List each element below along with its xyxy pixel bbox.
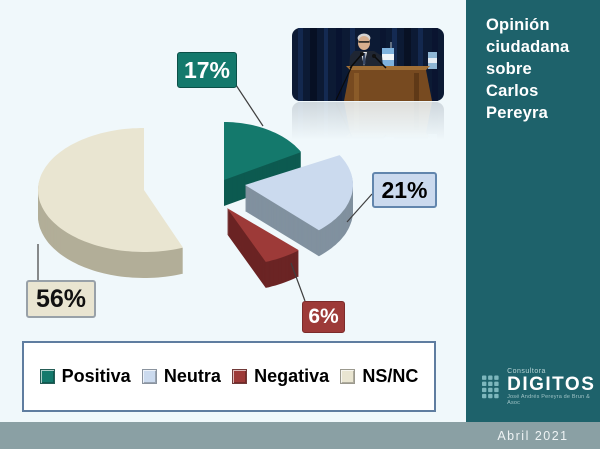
pie-slice-nsnc (38, 128, 183, 278)
callout-negativa-value: 6% (302, 301, 345, 333)
chart-title: Opinión ciudadana sobre Carlos Pereyra (486, 16, 570, 122)
digitos-logo: Consultora DIGITOS José Andrés Pereyra d… (482, 368, 600, 406)
logo-tagline: José Andrés Pereyra de Brun & Asoc (507, 394, 590, 406)
legend-swatch-neutra (141, 369, 157, 384)
leader-line-neutra (346, 193, 373, 223)
footer-strip: Abril 2021 (0, 422, 600, 449)
legend-item-neutra: Neutra (141, 366, 221, 387)
legend-label-negativa: Negativa (254, 366, 330, 386)
legend-item-positiva: Positiva (39, 366, 131, 387)
legend-item-nsnc: NS/NC (340, 366, 418, 387)
pie-slice-neutra (245, 155, 353, 257)
title-sidebar: Opinión ciudadana sobre Carlos Pereyra C… (466, 0, 600, 422)
legend-swatch-nsnc (340, 369, 356, 384)
pie-slice-negativa (227, 208, 299, 288)
logo-text: Consultora DIGITOS José Andrés Pereyra d… (507, 368, 600, 406)
pie-chart (37, 75, 373, 302)
speaker-photo-image (292, 28, 444, 140)
callout-positiva-value: 17% (177, 52, 237, 88)
logo-brand: DIGITOS (507, 374, 596, 395)
legend-label-positiva: Positiva (61, 366, 131, 386)
pie-slice-positiva (224, 122, 302, 206)
chart-legend: Positiva Neutra Negativa NS/NC (22, 341, 436, 412)
speaker-photo (292, 28, 444, 140)
pie-chart-area: 17% 21% 6% 56% (22, 27, 445, 412)
legend-item-negativa: Negativa (232, 366, 329, 387)
footer-date: Abril 2021 (497, 428, 569, 443)
callout-leader-lines (37, 75, 373, 302)
legend-label-neutra: Neutra (163, 366, 221, 386)
legend-swatch-positiva (39, 369, 55, 384)
legend-swatch-negativa (232, 369, 248, 384)
callout-nsnc-value: 56% (26, 280, 96, 318)
callout-neutra-value: 21% (372, 172, 437, 208)
logo-grid-icon (482, 375, 499, 399)
legend-label-nsnc: NS/NC (362, 366, 419, 386)
logo-consultora: Consultora (507, 368, 546, 375)
pie-slices (38, 122, 353, 288)
leader-line-negativa (290, 262, 306, 302)
